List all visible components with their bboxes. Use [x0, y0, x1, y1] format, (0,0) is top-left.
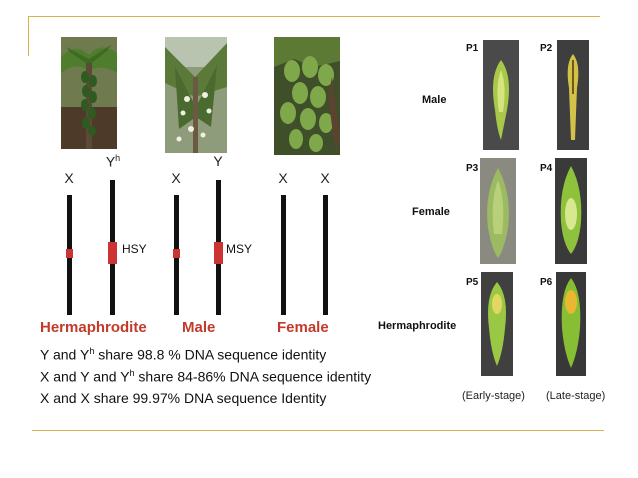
top-rule: [28, 16, 600, 17]
herm-x-band: [66, 249, 73, 258]
statement-x-y-yh: X and Y and Yh share 84-86% DNA sequence…: [40, 368, 371, 385]
bottom-rule: [32, 430, 604, 431]
male-label: Male: [182, 319, 216, 336]
male-tree-photo: [165, 37, 227, 153]
hsy-region: [108, 242, 117, 264]
female-x2-chromosome: [323, 195, 328, 315]
hermaphrodite-tree-photo: [61, 37, 117, 149]
hsy-label: HSY: [122, 242, 147, 256]
flower-row-hermaphrodite-label: Hermaphrodite: [378, 320, 457, 332]
early-stage-label: (Early-stage): [462, 390, 525, 402]
p2-flower-photo: [557, 40, 589, 150]
male-x-band: [173, 249, 180, 258]
p1-label: P1: [466, 43, 479, 54]
statement-1-suffix: share 98.8 % DNA sequence identity: [94, 346, 327, 363]
p5-label: P5: [466, 277, 479, 288]
p3-flower-photo: [480, 158, 516, 264]
flower-row-female-label: Female: [412, 206, 450, 218]
statement-2-suffix: share 84-86% DNA sequence identity: [134, 368, 372, 385]
msy-label: MSY: [226, 242, 253, 256]
top-left-tick: [28, 16, 29, 56]
p5-flower-photo: [481, 272, 513, 376]
herm-yh-label: Yh: [103, 153, 123, 170]
female-x1-chromosome: [281, 195, 286, 315]
p4-label: P4: [540, 163, 553, 174]
flower-row-male-label: Male: [422, 94, 447, 106]
statement-2-prefix: X and Y and Y: [40, 368, 130, 385]
p2-label: P2: [540, 43, 553, 54]
statement-1-prefix: Y and Y: [40, 346, 90, 363]
herm-y-letter: Y: [105, 153, 116, 170]
statement-x-x: X and X share 99.97% DNA sequence Identi…: [40, 390, 327, 406]
p4-flower-photo: [555, 158, 587, 264]
late-stage-label: (Late-stage): [546, 390, 606, 402]
statement-1-superscript: h: [89, 346, 95, 356]
hermaphrodite-label: Hermaphrodite: [40, 319, 147, 336]
male-x-label: X: [171, 170, 181, 186]
female-x1-label: X: [278, 170, 288, 186]
male-y-label: Y: [213, 153, 223, 169]
female-x2-label: X: [320, 170, 330, 186]
female-label: Female: [277, 319, 329, 336]
statement-y-yh: Y and Yh share 98.8 % DNA sequence ident…: [40, 346, 326, 363]
msy-region: [214, 242, 223, 264]
p1-flower-photo: [483, 40, 519, 150]
female-tree-photo: [274, 37, 340, 155]
p3-label: P3: [466, 163, 479, 174]
herm-y-superscript: h: [115, 153, 121, 163]
statement-2-superscript: h: [129, 368, 135, 378]
p6-label: P6: [540, 277, 553, 288]
herm-x-label: X: [64, 170, 74, 186]
p6-flower-photo: [556, 272, 586, 376]
